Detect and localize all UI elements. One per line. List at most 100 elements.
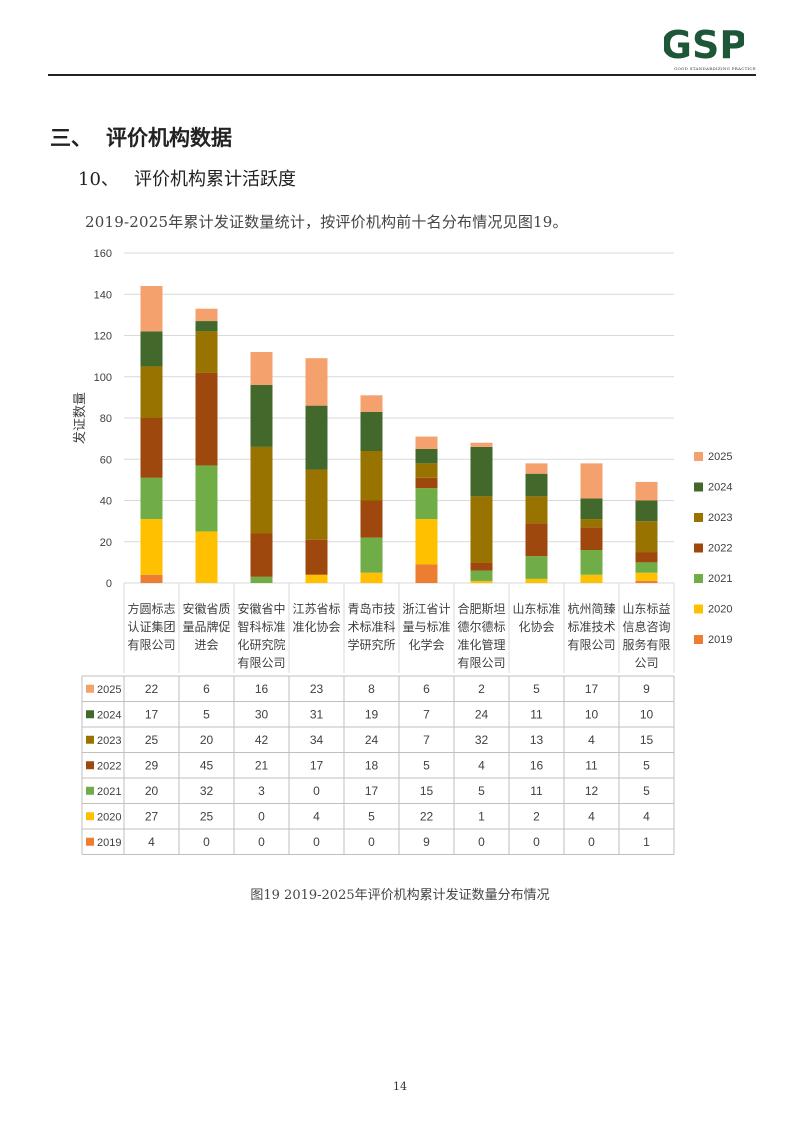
table-cell-value: 22 <box>420 809 434 823</box>
bar-segment-2019 <box>635 580 658 583</box>
bar-segment-2023 <box>580 519 603 528</box>
table-cell-value: 5 <box>203 707 210 721</box>
bar-segment-2020 <box>305 574 328 583</box>
category-label: 有限公司 <box>127 638 175 652</box>
table-cell-value: 0 <box>258 809 265 823</box>
table-series-name: 2019 <box>97 837 121 849</box>
table-cell-value: 4 <box>643 809 650 823</box>
table-cell-value: 8 <box>368 682 375 696</box>
category-label: 量品牌促 <box>182 620 230 634</box>
table-legend-key <box>86 710 94 719</box>
legend-swatch-2021 <box>694 574 703 583</box>
table-cell-value: 0 <box>588 835 595 849</box>
subsection-number: 10、 <box>78 169 119 190</box>
y-tick-label: 40 <box>100 496 112 508</box>
category-label: 方圆标志 <box>127 601 175 616</box>
bar-segment-2022 <box>470 562 493 571</box>
table-cell-value: 5 <box>643 784 650 798</box>
table-cell-value: 2 <box>533 809 540 823</box>
table-cell-value: 30 <box>255 707 269 721</box>
table-cell-value: 2 <box>478 682 485 696</box>
legend-swatch-2025 <box>694 452 703 461</box>
logo-tagline: GOOD STANDARDIZING PRACTICE <box>673 66 756 71</box>
table-cell-value: 42 <box>255 733 269 747</box>
bar-segment-2020 <box>140 519 163 575</box>
table-cell-value: 17 <box>310 758 324 772</box>
section-title: 评价机构数据 <box>106 126 232 150</box>
table-cell-value: 0 <box>478 835 485 849</box>
y-tick-label: 120 <box>94 331 112 343</box>
table-cell-value: 9 <box>423 835 430 849</box>
table-cell-value: 0 <box>313 835 320 849</box>
table-cell-value: 17 <box>365 784 379 798</box>
bar-segment-2021 <box>195 465 218 532</box>
category-label: 德尔德标 <box>457 619 505 634</box>
bar-segment-2025 <box>360 395 383 412</box>
table-cell-value: 7 <box>423 707 430 721</box>
bar-segment-2023 <box>195 331 218 373</box>
bar-segment-2024 <box>360 411 383 451</box>
bar-segment-2024 <box>635 500 658 522</box>
category-label: 山东标益 <box>622 602 670 616</box>
bar-segment-2024 <box>195 321 218 332</box>
bar-segment-2022 <box>305 539 328 575</box>
category-label: 标准技术 <box>567 620 615 634</box>
table-cell-value: 4 <box>313 809 320 823</box>
bar-segment-2021 <box>415 488 438 520</box>
legend-swatch-2020 <box>694 604 703 614</box>
category-label: 杭州简臻 <box>567 601 615 616</box>
table-cell-value: 23 <box>310 682 324 696</box>
bar-segment-2022 <box>525 523 548 557</box>
category-label: 术标准科 <box>347 620 395 634</box>
legend-swatch-2024 <box>694 482 703 492</box>
bar-segment-2024 <box>305 405 328 470</box>
table-cell-value: 10 <box>585 707 599 721</box>
table-cell-value: 13 <box>530 733 544 747</box>
y-tick-label: 140 <box>94 289 112 301</box>
bar-segment-2021 <box>525 556 548 579</box>
table-legend-key <box>86 837 94 846</box>
bar-segment-2025 <box>305 358 328 406</box>
y-axis-title: 发证数量 <box>72 392 88 444</box>
table-cell-value: 27 <box>145 809 159 823</box>
bar-segment-2025 <box>250 352 273 385</box>
table-series-name: 2022 <box>97 760 121 772</box>
table-series-name: 2025 <box>97 684 121 696</box>
table-cell-value: 6 <box>203 682 210 696</box>
table-cell-value: 15 <box>640 733 654 747</box>
table-cell-value: 45 <box>200 758 214 772</box>
table-cell-value: 15 <box>420 784 434 798</box>
bar-segment-2023 <box>635 521 658 553</box>
bar-segment-2024 <box>470 446 493 497</box>
category-label: 青岛市技 <box>347 601 395 616</box>
legend-swatch-2019 <box>694 635 703 644</box>
bar-segment-2025 <box>635 481 658 501</box>
logo-text: GSP <box>664 23 744 67</box>
bar-segment-2020 <box>580 574 603 583</box>
table-cell-value: 20 <box>200 733 214 747</box>
table-cell-value: 20 <box>145 784 159 798</box>
bar-segment-2022 <box>635 552 658 563</box>
section-number: 三、 <box>50 126 92 150</box>
category-label: 准化管理 <box>457 637 505 652</box>
legend-swatch-2022 <box>694 543 703 553</box>
bar-segment-2025 <box>470 442 493 447</box>
bar-segment-2025 <box>195 308 218 322</box>
table-cell-value: 5 <box>533 682 540 696</box>
table-cell-value: 4 <box>478 758 485 772</box>
bar-segment-2020 <box>360 572 383 583</box>
table-cell-value: 32 <box>475 733 489 747</box>
gsp-logo: GSP <box>664 23 744 67</box>
legend-label: 2021 <box>708 573 732 585</box>
table-cell-value: 11 <box>585 758 598 772</box>
bar-segment-2023 <box>470 496 493 563</box>
bar-segment-2020 <box>525 578 548 583</box>
bar-segment-2025 <box>415 436 438 449</box>
table-cell-value: 22 <box>145 682 159 696</box>
table-cell-value: 24 <box>475 707 489 721</box>
y-tick-label: 80 <box>100 413 112 425</box>
bar-segment-2020 <box>635 572 658 581</box>
page-number: 14 <box>393 1080 407 1093</box>
bar-segment-2020 <box>415 519 438 565</box>
table-cell-value: 10 <box>640 707 654 721</box>
